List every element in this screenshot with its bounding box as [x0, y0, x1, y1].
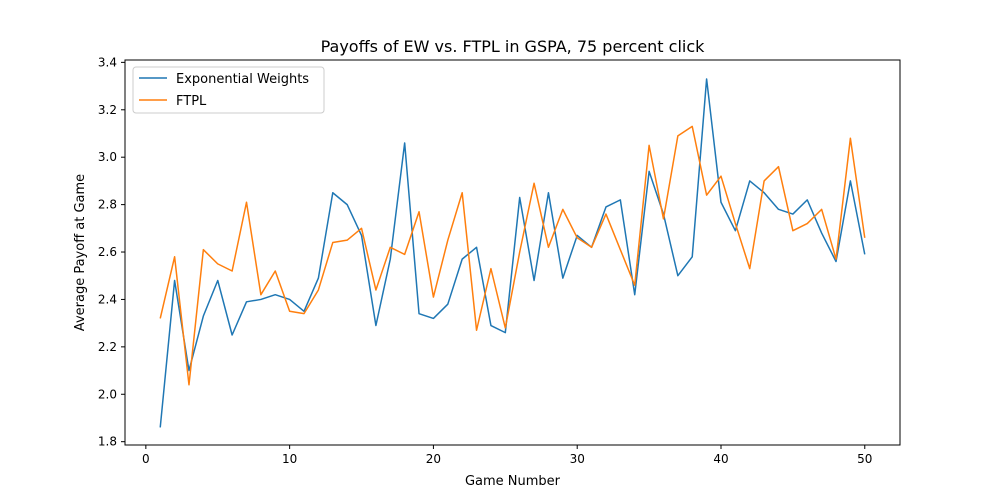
y-tick-label: 1.8	[98, 435, 117, 449]
series-line-0	[159, 78, 866, 428]
x-tick-label: 50	[857, 452, 872, 466]
y-tick-label: 3.2	[98, 103, 117, 117]
y-tick-label: 3.4	[98, 55, 117, 69]
y-tick-label: 2.2	[98, 340, 117, 354]
y-axis-label: Average Payoff at Game	[73, 174, 88, 331]
y-tick-label: 2.6	[98, 245, 117, 259]
y-tick-label: 3.0	[98, 150, 117, 164]
legend-label-1: FTPL	[176, 94, 207, 109]
x-tick-label: 40	[713, 452, 728, 466]
plot-area	[124, 59, 901, 446]
x-axis-label: Game Number	[465, 474, 561, 489]
chart-title: Payoffs of EW vs. FTPL in GSPA, 75 perce…	[321, 37, 706, 56]
y-tick-label: 2.4	[98, 292, 117, 306]
series-line-1	[159, 125, 866, 386]
legend: Exponential Weights FTPL	[132, 66, 325, 114]
x-tick-label: 0	[142, 452, 150, 466]
x-tick-label: 20	[426, 452, 441, 466]
series-layer	[159, 78, 866, 428]
y-tick-label: 2.0	[98, 387, 117, 401]
x-tick-label: 30	[570, 452, 585, 466]
legend-box	[132, 66, 325, 114]
y-axis: 1.8 2.0 2.2 2.4 2.6 2.8 3.0 3.2 3.4	[98, 55, 125, 449]
x-axis: 0 10 20 30 40 50	[142, 445, 872, 466]
x-tick-label: 10	[282, 452, 297, 466]
y-tick-label: 2.8	[98, 198, 117, 212]
legend-label-0: Exponential Weights	[176, 72, 309, 87]
